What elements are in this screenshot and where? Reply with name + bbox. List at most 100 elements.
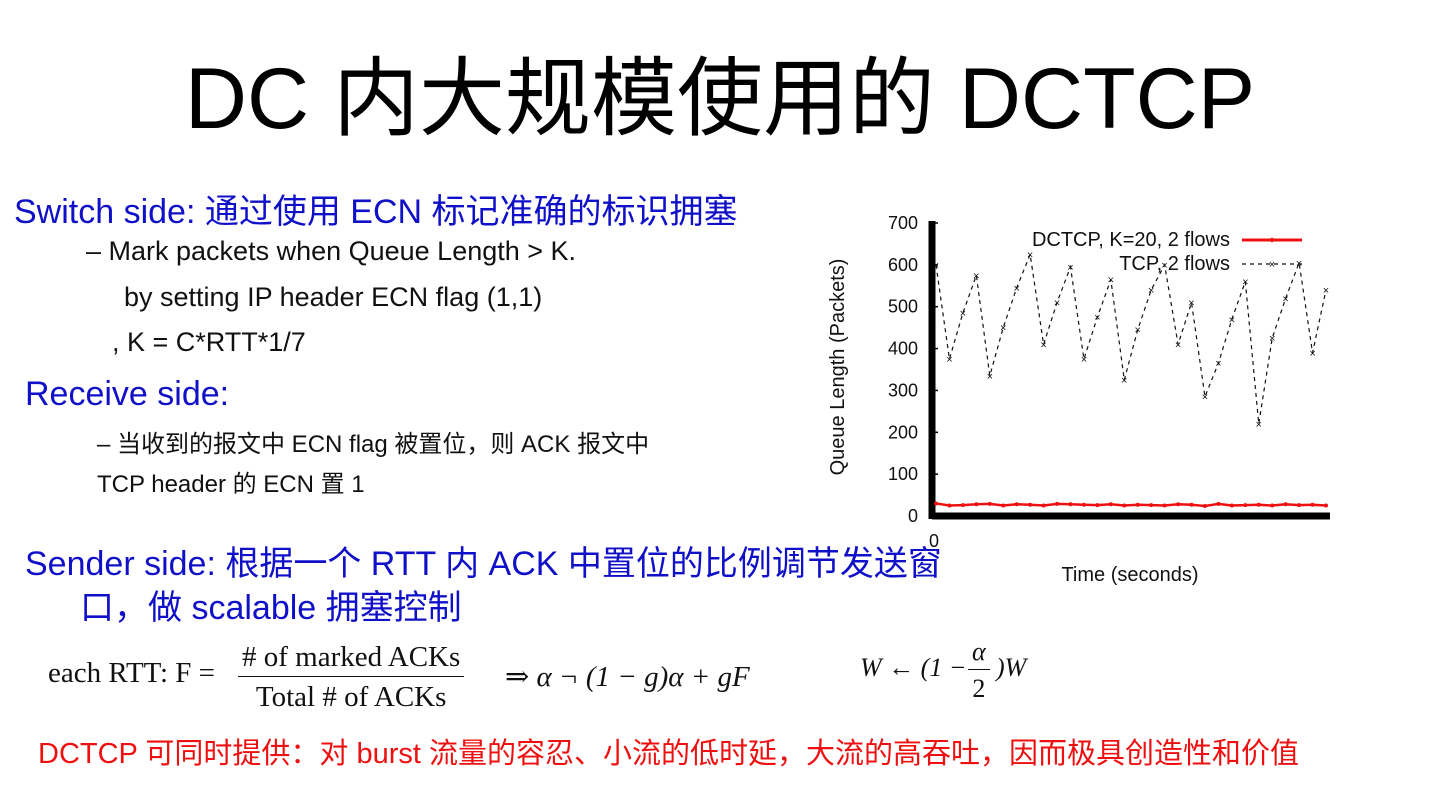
y-ticks: 0 100 200 300 400 500 600 700 — [888, 213, 938, 526]
tcp-point: × — [1256, 419, 1262, 431]
tcp-point: × — [1309, 348, 1315, 360]
dctcp-point — [1095, 503, 1100, 508]
dctcp-point — [1243, 503, 1248, 508]
dctcp-point — [934, 501, 938, 506]
dctcp-point — [1324, 503, 1328, 508]
dctcp-point — [1081, 502, 1086, 507]
slide-title: DC 内大规模使用的 DCTCP — [184, 51, 1256, 147]
tcp-point: × — [933, 260, 939, 272]
tcp-point: × — [1121, 375, 1127, 387]
chart-axes — [928, 221, 1330, 520]
formula-window-rhs: )W — [996, 653, 1027, 682]
tcp-line — [935, 252, 1327, 425]
x-axis-label: Time (seconds) — [1061, 564, 1198, 586]
dctcp-point — [1122, 503, 1127, 508]
dctcp-point — [1189, 502, 1194, 507]
y-tick-label: 200 — [888, 422, 918, 442]
legend-marker-tcp: × — [1269, 259, 1275, 271]
formula-alpha-update: ⇒ α ¬ (1 − g)α + gF — [505, 661, 750, 693]
dctcp-point — [1028, 502, 1033, 507]
tcp-point: × — [1215, 358, 1221, 370]
tcp-point: × — [1094, 312, 1100, 324]
tcp-point: × — [1229, 314, 1235, 326]
y-tick-label: 400 — [888, 339, 918, 359]
switch-bullet-3: , K = C*RTT*1/7 — [112, 327, 306, 357]
series-tcp: × × × × × × × × × × × × × × × × × × × × × × × × × × × × × × — [933, 249, 1329, 431]
tcp-point: × — [1175, 339, 1181, 351]
legend-marker-dctcp — [1269, 237, 1275, 243]
tcp-point: × — [973, 270, 979, 282]
dctcp-point — [1202, 503, 1207, 508]
sender-side-heading: Sender side: 根据一个 RTT 内 ACK 中置位的比例调节发送窗 — [25, 545, 942, 583]
tcp-point: × — [1188, 298, 1194, 310]
switch-bullet-2: by setting IP header ECN flag (1,1) — [124, 282, 543, 312]
dctcp-point — [974, 502, 979, 507]
formula-window-lhs: W ← (1 − — [860, 653, 967, 682]
receive-bullet-1: – 当收到的报文中 ECN flag 被置位，则 ACK 报文中 — [97, 431, 650, 458]
dctcp-point — [1135, 502, 1140, 507]
tcp-point: × — [1027, 249, 1033, 261]
series-dctcp — [934, 501, 1328, 508]
tcp-point: × — [946, 354, 952, 366]
tcp-point: × — [1081, 354, 1087, 366]
y-tick-label: 700 — [888, 213, 918, 233]
formula-lhs: each RTT: F = — [48, 657, 215, 689]
dctcp-point — [1041, 503, 1046, 508]
tcp-point: × — [1000, 323, 1006, 335]
tcp-point: × — [1282, 293, 1288, 305]
y-tick-label: 100 — [888, 464, 918, 484]
dctcp-point — [1001, 503, 1006, 508]
dctcp-point — [1149, 503, 1154, 508]
queue-length-chart: 0 100 200 300 400 500 600 700 × × × × × × × × × × × × × × × × ×… — [827, 213, 1330, 586]
dctcp-point — [1229, 503, 1234, 508]
switch-side-heading: Switch side: 通过使用 ECN 标记准确的标识拥塞 — [14, 193, 738, 231]
formula-numerator: # of marked ACKs — [238, 641, 465, 677]
receive-bullet-2: TCP header 的 ECN 置 1 — [97, 471, 365, 498]
y-tick-label: 600 — [888, 255, 918, 275]
formula-fraction: # of marked ACKs Total # of ACKs — [238, 641, 465, 714]
dctcp-point — [1216, 501, 1221, 506]
y-tick-label: 500 — [888, 297, 918, 317]
sender-side-line2: 口，做 scalable 拥塞控制 — [80, 589, 462, 627]
dctcp-point — [1108, 502, 1113, 507]
dctcp-point — [1068, 502, 1073, 507]
y-tick-label: 300 — [888, 380, 918, 400]
receive-side-heading: Receive side: — [25, 375, 230, 413]
dctcp-line — [935, 502, 1327, 508]
x-tick-label: 0 — [929, 531, 939, 551]
legend-label-dctcp: DCTCP, K=20, 2 flows — [1032, 229, 1230, 251]
tcp-point: × — [1148, 285, 1154, 297]
dctcp-point — [1014, 502, 1019, 507]
formula-window-fraction: α 2 — [968, 637, 990, 704]
tcp-point: × — [1323, 285, 1329, 297]
tcp-point: × — [1242, 277, 1248, 289]
tcp-point: × — [1161, 260, 1167, 272]
dctcp-point — [987, 501, 992, 506]
conclusion-text: DCTCP 可同时提供：对 burst 流量的容忍、小流的低时延，大流的高吞吐，… — [38, 738, 1300, 770]
formula-denominator: Total # of ACKs — [255, 681, 447, 713]
tcp-point: × — [1269, 333, 1275, 345]
dctcp-point — [1283, 502, 1288, 507]
tcp-point: × — [960, 308, 966, 320]
dctcp-point — [1176, 502, 1181, 507]
y-tick-label: 0 — [908, 506, 918, 526]
switch-bullet-1: – Mark packets when Queue Length > K. — [86, 236, 577, 266]
dctcp-point — [960, 503, 965, 508]
dctcp-point — [1310, 502, 1315, 507]
formula-window-denominator: 2 — [972, 674, 986, 703]
tcp-point: × — [1067, 262, 1073, 274]
formula-window-numerator: α — [968, 637, 990, 670]
dctcp-point — [1270, 503, 1275, 508]
dctcp-point — [1055, 501, 1060, 506]
dctcp-point — [1256, 502, 1261, 507]
tcp-point: × — [1202, 392, 1208, 404]
y-axis-label: Queue Length (Packets) — [827, 259, 849, 476]
tcp-point: × — [987, 371, 993, 383]
tcp-point: × — [1040, 339, 1046, 351]
tcp-point: × — [1013, 283, 1019, 295]
dctcp-point — [947, 503, 952, 508]
dctcp-point — [1162, 503, 1167, 508]
tcp-point: × — [1135, 325, 1141, 337]
tcp-point: × — [1108, 275, 1114, 287]
